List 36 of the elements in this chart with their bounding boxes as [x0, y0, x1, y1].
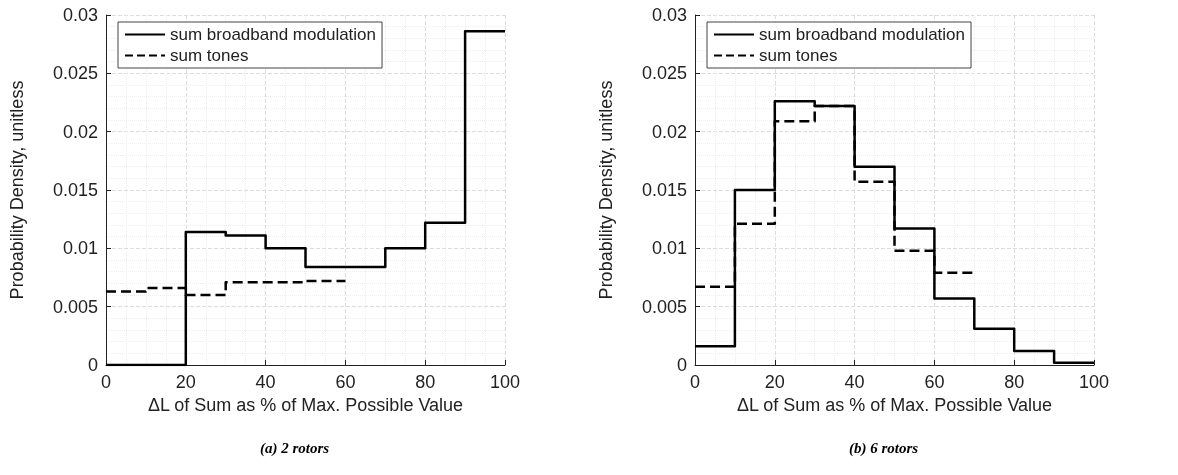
y-tick-label: 0.03 — [62, 5, 98, 25]
x-tick-label: 80 — [1004, 372, 1025, 392]
y-tick-label: 0.01 — [651, 238, 687, 259]
legend-label: sum broadband modulation — [759, 25, 966, 44]
text: (a) 2 rotors — [258, 440, 331, 457]
x-tick-label: 80 — [415, 372, 436, 392]
y-axis-title: Probability Density, unitless — [7, 80, 27, 300]
y-tick-label: 0.015 — [641, 180, 687, 200]
y-tick-label: 0 — [676, 355, 687, 375]
legend-label: sum tones — [170, 46, 249, 65]
x-tick-label: 100 — [489, 372, 521, 392]
x-tick-label: 20 — [764, 372, 785, 392]
x-tick-label: 100 — [1078, 372, 1110, 392]
y-tick-label: 0.025 — [641, 63, 687, 84]
y-axis-title: Probability Density, unitless — [596, 80, 616, 300]
y-tick-label: 0 — [87, 355, 98, 375]
x-tick-label: 20 — [175, 372, 196, 392]
x-tick-label: 60 — [924, 372, 945, 392]
x-tick-label: 40 — [255, 372, 276, 392]
y-tick-label: 0.03 — [651, 5, 687, 25]
legend-label: sum broadband modulation — [170, 25, 377, 44]
x-axis-title: ΔL of Sum as % of Max. Possible Value — [147, 394, 464, 415]
y-tick-label: 0.02 — [651, 121, 687, 142]
x-tick-label: 60 — [335, 372, 356, 392]
x-tick-label: 0 — [689, 372, 701, 392]
y-tick-label: 0.015 — [52, 180, 98, 200]
x-tick-label: 0 — [100, 372, 112, 392]
y-tick-label: 0.02 — [62, 121, 98, 142]
text: (b) 6 rotors — [847, 440, 920, 457]
legend-label: sum tones — [759, 46, 838, 65]
y-tick-label: 0.01 — [62, 238, 98, 259]
y-tick-label: 0.005 — [52, 296, 98, 317]
x-axis-title: ΔL of Sum as % of Max. Possible Value — [736, 394, 1053, 415]
x-tick-label: 40 — [844, 372, 865, 392]
y-tick-label: 0.025 — [52, 63, 98, 84]
y-tick-label: 0.005 — [641, 296, 687, 317]
